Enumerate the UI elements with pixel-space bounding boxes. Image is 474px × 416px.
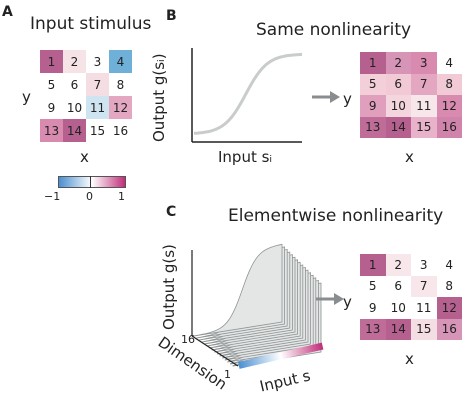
heatmap-cell: 13 (360, 116, 386, 138)
heatmap-cell: 4 (436, 254, 462, 276)
heatmap-cell: 6 (385, 275, 411, 297)
panel-b-letter: B (166, 8, 177, 24)
heatmap-cell: 11 (411, 95, 437, 117)
colorbar-tick-max: 1 (118, 190, 125, 203)
dimension-tick-16: 16 (181, 333, 195, 346)
panel-b-y-label: y (343, 90, 352, 108)
panel-c-title: Elementwise nonlinearity (228, 206, 444, 226)
colorbar-tick-min: −1 (44, 190, 61, 203)
heatmap-cell: 6 (385, 73, 411, 95)
arrow-right-icon (316, 293, 344, 305)
heatmap-cell: 16 (436, 318, 462, 340)
heatmap-cell: 11 (411, 297, 437, 319)
panel-c-x-label: x (405, 350, 414, 368)
input-axis-label: Input s (258, 366, 313, 396)
heatmap-cell: 5 (360, 73, 386, 95)
panel-b-curve-y-label: Output g(sᵢ) (150, 53, 168, 142)
heatmap-cell: 15 (411, 318, 437, 340)
heatmap-cell: 4 (436, 52, 462, 74)
heatmap-cell: 9 (40, 96, 63, 119)
heatmap-cell: 9 (360, 297, 386, 319)
heatmap-cell: 8 (109, 73, 132, 96)
heatmap-cell: 12 (436, 95, 462, 117)
heatmap-cell: 1 (360, 52, 386, 74)
heatmap-cell: 8 (436, 275, 462, 297)
heatmap-cell: 10 (385, 297, 411, 319)
sigmoid-curve (193, 52, 303, 135)
heatmap-cell: 2 (385, 254, 411, 276)
heatmap-cell: 2 (63, 50, 86, 73)
panel-b-title: Same nonlinearity (256, 20, 412, 40)
heatmap-cell: 6 (63, 73, 86, 96)
heatmap-cell: 15 (86, 119, 109, 142)
panel-a-title: Input stimulus (30, 14, 152, 34)
panel-a-y-label: y (22, 88, 31, 106)
panel-a-heatmap: 1 2 3 4 5 6 7 8 9 10 11 12 13 14 15 16 (40, 50, 132, 142)
panel-c-heatmap: 1 2 3 4 5 6 7 8 9 10 11 12 13 14 15 16 (360, 254, 462, 340)
heatmap-cell: 14 (385, 318, 411, 340)
sigmoid-curve-plot (191, 48, 303, 143)
panel-b-curve-x-label: Input sᵢ (218, 148, 273, 166)
colorbar-zero-tick (90, 176, 91, 188)
colorbar-tick-zero: 0 (86, 190, 93, 203)
heatmap-cell: 5 (360, 275, 386, 297)
heatmap-cell: 10 (385, 95, 411, 117)
panel-a-x-label: x (80, 148, 89, 166)
heatmap-cell: 12 (436, 297, 462, 319)
heatmap-cell: 15 (411, 116, 437, 138)
arrow-right-icon (312, 91, 340, 103)
heatmap-cell: 13 (40, 119, 63, 142)
heatmap-cell: 11 (86, 96, 109, 119)
panel-b-heatmap: 1 2 3 4 5 6 7 8 9 10 11 12 13 14 15 16 (360, 52, 462, 138)
panel-c-y-label: y (343, 293, 352, 311)
heatmap-cell: 3 (411, 52, 437, 74)
heatmap-cell: 14 (63, 119, 86, 142)
heatmap-cell: 9 (360, 95, 386, 117)
heatmap-cell: 1 (360, 254, 386, 276)
heatmap-cell: 1 (40, 50, 63, 73)
heatmap-cell: 16 (436, 116, 462, 138)
heatmap-cell: 4 (109, 50, 132, 73)
dimension-tick-1: 1 (224, 368, 231, 381)
heatmap-cell: 5 (40, 73, 63, 96)
colorbar (58, 176, 126, 188)
panel-a-letter: A (2, 4, 13, 20)
heatmap-cell: 3 (86, 50, 109, 73)
elementwise-surface-plot (191, 243, 322, 367)
panel-c-letter: C (166, 204, 177, 220)
panel-c-surface-y-label: Output g(s) (160, 244, 178, 330)
heatmap-cell: 13 (360, 318, 386, 340)
heatmap-cell: 7 (411, 73, 437, 95)
surface-slice (193, 243, 283, 337)
surface-dimension-axis (191, 335, 239, 367)
heatmap-cell: 2 (385, 52, 411, 74)
heatmap-cell: 7 (86, 73, 109, 96)
heatmap-cell: 14 (385, 116, 411, 138)
panel-b-x-label: x (405, 148, 414, 166)
heatmap-cell: 8 (436, 73, 462, 95)
heatmap-cell: 7 (411, 275, 437, 297)
heatmap-cell: 12 (109, 96, 132, 119)
heatmap-cell: 10 (63, 96, 86, 119)
heatmap-cell: 16 (109, 119, 132, 142)
heatmap-cell: 3 (411, 254, 437, 276)
